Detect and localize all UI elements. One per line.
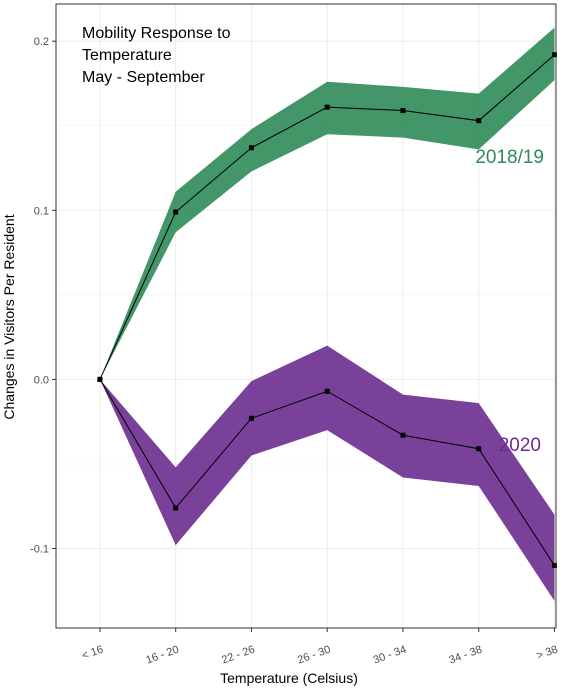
data-point (476, 446, 482, 452)
data-point (551, 52, 557, 58)
title-line-1: Mobility Response to (82, 25, 231, 42)
x-tick-label: 22 - 26 (220, 644, 256, 667)
data-point (173, 505, 179, 511)
data-point (97, 376, 103, 382)
plot-border (55, 3, 557, 629)
series-label-2018-19: 2018/19 (475, 147, 544, 168)
y-axis-title: Changes in Visitors Per Resident (1, 214, 17, 419)
data-point (476, 118, 482, 124)
y-tick-label: 0.1 (34, 205, 49, 217)
y-tick-label: -0.1 (30, 544, 49, 556)
y-tick-label: 0.0 (34, 374, 49, 386)
data-point (173, 209, 179, 215)
title-line-3: May - September (82, 69, 205, 86)
axis-ticks (52, 40, 555, 632)
x-tick-label: 30 - 34 (372, 644, 408, 667)
x-tick-label: 34 - 38 (447, 644, 483, 667)
data-point (248, 145, 254, 151)
data-points (97, 52, 557, 568)
data-point (248, 415, 254, 421)
data-point (324, 104, 330, 110)
x-axis-title: Temperature (Celsius) (220, 670, 358, 686)
data-point (551, 562, 557, 568)
x-tick-label: > 38 (535, 644, 560, 663)
chart-title: Mobility Response to Temperature May - S… (82, 25, 231, 86)
x-tick-label: < 16 (80, 644, 105, 663)
data-point (400, 432, 406, 438)
data-point (400, 108, 406, 114)
series-label-2020: 2020 (499, 435, 541, 456)
x-tick-label: 16 - 20 (144, 644, 180, 667)
confidence-band-1 (99, 345, 555, 601)
title-line-2: Temperature (82, 47, 172, 64)
data-point (324, 388, 330, 394)
x-tick-label: 26 - 30 (296, 644, 332, 667)
y-tick-label: 0.2 (34, 36, 49, 48)
